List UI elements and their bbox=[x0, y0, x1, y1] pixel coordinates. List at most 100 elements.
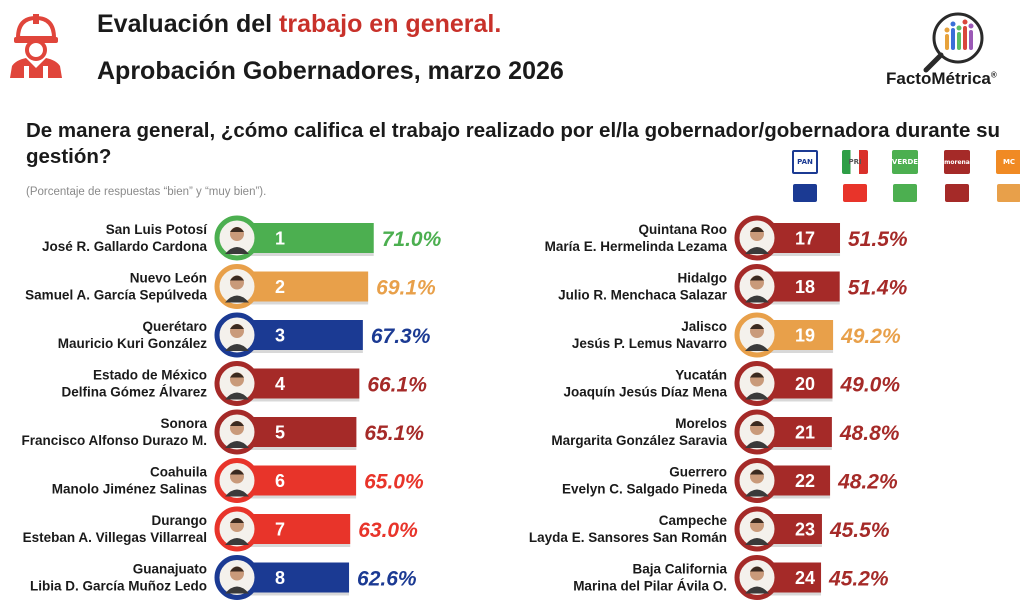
title-text: Evaluación del bbox=[97, 10, 280, 38]
bar-row: Guerrero Evelyn C. Salgado Pineda 22 48.2% bbox=[562, 458, 898, 503]
worker-helmet-icon bbox=[10, 14, 62, 78]
brand-name: FactoMétrica® bbox=[886, 69, 997, 89]
value-label: 48.2% bbox=[837, 471, 898, 494]
photo-hair bbox=[230, 518, 244, 523]
rank-label: 24 bbox=[795, 568, 815, 588]
bar-shadow bbox=[757, 253, 841, 256]
value-label: 45.2% bbox=[828, 568, 889, 591]
state-label: Quintana Roo bbox=[639, 222, 728, 237]
bar-shadow bbox=[757, 592, 822, 596]
value-label: 51.4% bbox=[848, 277, 908, 300]
bar-row: Querétaro Mauricio Kuri González 3 67.3% bbox=[58, 312, 431, 358]
mc-logo-icon: MC bbox=[996, 150, 1020, 174]
photo-hair bbox=[230, 566, 244, 572]
bar-shadow bbox=[237, 447, 357, 450]
bar-shadow bbox=[757, 350, 834, 353]
photo-body bbox=[225, 392, 249, 400]
photo-hair bbox=[750, 227, 764, 232]
governor-label: Julio R. Menchaca Salazar bbox=[558, 288, 728, 303]
state-label: Baja California bbox=[632, 562, 727, 577]
bar-row: Campeche Layda E. Sansores San Román 23 45.… bbox=[529, 506, 890, 552]
value-label: 65.0% bbox=[364, 471, 424, 494]
state-label: Jalisco bbox=[681, 319, 727, 334]
state-label: Durango bbox=[152, 513, 208, 528]
photo-hair bbox=[750, 372, 764, 378]
governor-label: Mauricio Kuri González bbox=[58, 336, 208, 351]
bar-row: Durango Esteban A. Villegas Villarreal 7 63… bbox=[23, 506, 418, 552]
bar-shadow bbox=[237, 301, 369, 305]
state-label: Yucatán bbox=[675, 368, 727, 383]
approval-bar-chart: San Luis Potosí José R. Gallardo Cardona 1… bbox=[21, 215, 908, 600]
photo-hair bbox=[230, 372, 244, 378]
photo-body bbox=[745, 538, 769, 545]
state-label: Campeche bbox=[659, 513, 728, 528]
brand-mark: ® bbox=[990, 70, 997, 80]
title-accent: trabajo en general. bbox=[279, 10, 502, 38]
governor-label: José R. Gallardo Cardona bbox=[42, 239, 208, 254]
photo-body bbox=[225, 489, 249, 497]
bar-shadow bbox=[757, 495, 831, 499]
value-label: 65.1% bbox=[364, 422, 424, 445]
state-label: Guanajuato bbox=[133, 562, 207, 577]
photo-hair bbox=[750, 275, 764, 281]
rank-label: 20 bbox=[795, 374, 815, 394]
legend-item-mc: MC bbox=[996, 150, 1020, 204]
page-title: Evaluación del trabajo en general. bbox=[97, 10, 501, 39]
rank-label: 22 bbox=[795, 471, 815, 491]
photo-hair bbox=[230, 275, 244, 281]
bar-shadow bbox=[757, 447, 832, 450]
governor-label: Jesús P. Lemus Navarro bbox=[572, 336, 727, 351]
bar-shadow bbox=[237, 350, 363, 353]
legend-swatch-mc bbox=[997, 184, 1020, 202]
rank-label: 8 bbox=[275, 568, 285, 588]
bar-row: Sonora Francisco Alfonso Durazo M. 5 65.1% bbox=[21, 409, 424, 455]
photo-hair bbox=[750, 324, 764, 329]
photo-body bbox=[745, 392, 769, 400]
governor-label: Manolo Jiménez Salinas bbox=[52, 482, 207, 497]
governor-label: Layda E. Sansores San Román bbox=[529, 530, 727, 545]
value-label: 67.3% bbox=[371, 325, 431, 348]
photo-hair bbox=[230, 324, 244, 329]
page-subtitle: Aprobación Gobernadores, marzo 2026 bbox=[97, 57, 564, 85]
photo-hair bbox=[750, 518, 764, 523]
legend-swatch-pri bbox=[843, 184, 867, 202]
bar-row: San Luis Potosí José R. Gallardo Cardona 1… bbox=[42, 215, 442, 261]
bar-shadow bbox=[757, 301, 840, 305]
factometrica-logo bbox=[923, 12, 984, 73]
bar-row: Morelos Margarita González Saravia 21 48.8% bbox=[551, 409, 900, 455]
value-label: 66.1% bbox=[367, 374, 427, 397]
photo-body bbox=[225, 247, 249, 254]
photo-body bbox=[225, 295, 249, 303]
bar-row: Quintana Roo María E. Hermelinda Lezama 17… bbox=[545, 215, 908, 261]
state-label: Morelos bbox=[675, 416, 727, 431]
rank-label: 4 bbox=[275, 374, 285, 394]
governor-label: Marina del Pilar Ávila O. bbox=[573, 579, 727, 594]
bar-row: Yucatán Joaquín Jesús Díaz Mena 20 49.0% bbox=[563, 361, 900, 406]
legend-swatch-pan bbox=[793, 184, 817, 202]
value-label: 71.0% bbox=[382, 228, 442, 251]
photo-hair bbox=[230, 469, 244, 475]
governor-label: Margarita González Saravia bbox=[551, 433, 727, 448]
photo-body bbox=[745, 295, 769, 303]
photo-body bbox=[745, 344, 769, 351]
bar-shadow bbox=[237, 398, 360, 402]
bar-shadow bbox=[757, 398, 833, 402]
rank-label: 18 bbox=[795, 277, 815, 297]
photo-hair bbox=[750, 469, 764, 475]
state-label: Guerrero bbox=[669, 465, 727, 480]
photo-body bbox=[745, 586, 769, 594]
bar-row: Coahuila Manolo Jiménez Salinas 6 65.0% bbox=[52, 458, 424, 503]
photo-hair bbox=[750, 421, 764, 426]
governor-label: Joaquín Jesús Díaz Mena bbox=[563, 385, 727, 400]
photo-hair bbox=[750, 566, 764, 572]
value-label: 49.0% bbox=[839, 374, 900, 397]
governor-label: Samuel A. García Sepúlveda bbox=[25, 288, 207, 303]
governor-label: Evelyn C. Salgado Pineda bbox=[562, 482, 728, 497]
legend-swatch-pvem bbox=[893, 184, 917, 202]
value-label: 48.8% bbox=[839, 422, 900, 445]
value-label: 63.0% bbox=[358, 519, 418, 542]
brand-text: FactoMétrica bbox=[886, 69, 991, 88]
survey-question: De manera general, ¿cómo califica el tra… bbox=[26, 119, 1001, 168]
bar-shadow bbox=[237, 253, 374, 256]
bar-shadow bbox=[757, 544, 822, 547]
